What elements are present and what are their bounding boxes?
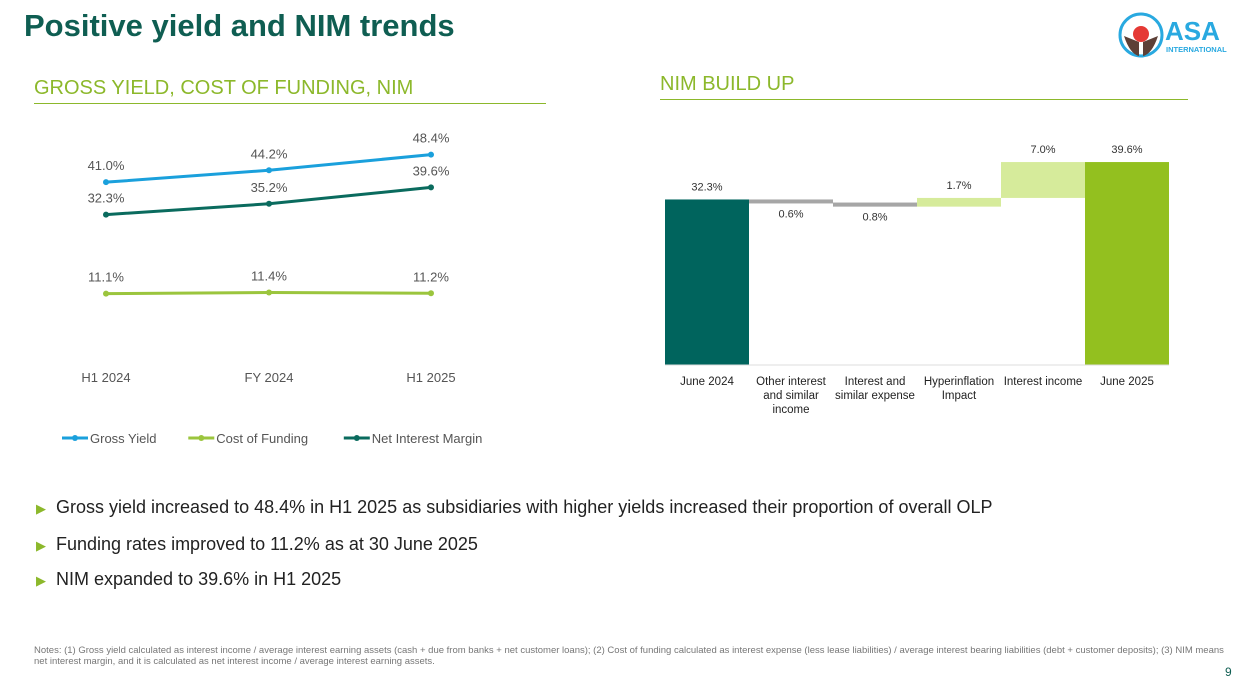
triangle-bullet-icon: ▶ <box>36 538 46 553</box>
footnotes: Notes: (1) Gross yield calculated as int… <box>34 645 1224 667</box>
svg-text:ASA: ASA <box>1165 16 1220 46</box>
data-label: 39.6% <box>1111 144 1142 156</box>
data-label: 35.2% <box>251 180 288 195</box>
asa-logo: ASA INTERNATIONAL <box>1118 12 1227 58</box>
data-label: 7.0% <box>1030 144 1055 156</box>
data-label: 41.0% <box>88 158 125 173</box>
data-point <box>103 179 109 186</box>
bullet-3: ▶ NIM expanded to 39.6% in H1 2025 <box>36 569 341 590</box>
data-label: 44.2% <box>251 146 288 161</box>
data-label: 11.1% <box>88 270 124 285</box>
data-label: 32.3% <box>691 181 722 193</box>
x-tick-label: similar expense <box>835 390 915 402</box>
legend-marker <box>72 435 78 441</box>
data-label: 39.6% <box>413 163 450 178</box>
bar-4 <box>1001 162 1085 198</box>
x-tick-label: Interest income <box>1004 376 1083 388</box>
data-label: 0.6% <box>778 208 803 220</box>
data-label: 11.4% <box>251 269 287 284</box>
data-label: 1.7% <box>946 180 971 192</box>
line-chart: 41.0% 44.2% 48.4% 11.1% 11.4% 11.2% 32.3% 35.2%… <box>62 131 483 446</box>
triangle-bullet-icon: ▶ <box>36 573 46 588</box>
chart-title-yield: GROSS YIELD, COST OF FUNDING, NIM <box>34 77 546 104</box>
bar-1 <box>749 199 833 204</box>
legend-label: Cost of Funding <box>216 431 308 446</box>
bullet-text: NIM expanded to 39.6% in H1 2025 <box>56 569 342 589</box>
chart-title-nim-build-up: NIM BUILD UP <box>660 73 1188 100</box>
x-tick-label: income <box>772 404 809 416</box>
x-tick-label: H1 2024 <box>81 370 130 385</box>
data-point <box>428 184 434 191</box>
legend-marker <box>198 435 205 441</box>
bar-0 <box>665 199 749 365</box>
data-point <box>103 211 109 218</box>
x-tick-label: Interest and <box>845 376 906 388</box>
data-point <box>103 290 109 297</box>
page-number: 9 <box>1225 665 1232 679</box>
page-title: Positive yield and NIM trends <box>24 8 455 43</box>
bullet-1: ▶ Gross yield increased to 48.4% in H1 20… <box>36 497 993 518</box>
legend-label: Gross Yield <box>90 431 156 446</box>
bar-3 <box>917 197 1001 207</box>
data-label: 32.3% <box>88 191 125 206</box>
x-tick-label: June 2025 <box>1100 376 1154 388</box>
data-point <box>428 151 434 158</box>
x-tick-label: H1 2025 <box>406 370 455 385</box>
legend-marker <box>353 435 360 441</box>
data-label: 0.8% <box>862 212 887 224</box>
data-point <box>266 289 272 296</box>
bullet-text: Gross yield increased to 48.4% in H1 202… <box>56 497 993 517</box>
legend-label: Net Interest Margin <box>372 431 483 446</box>
x-tick-label: June 2024 <box>680 376 734 388</box>
triangle-bullet-icon: ▶ <box>36 501 46 516</box>
x-tick-label: Impact <box>942 390 977 402</box>
x-tick-label: FY 2024 <box>245 370 294 385</box>
svg-text:INTERNATIONAL: INTERNATIONAL <box>1166 45 1227 54</box>
x-tick-label: and similar <box>763 390 819 402</box>
bar-5 <box>1085 162 1169 365</box>
data-point <box>266 200 272 207</box>
bar-2 <box>833 202 917 207</box>
data-label: 11.2% <box>413 269 449 284</box>
data-point <box>266 167 272 174</box>
data-point <box>428 290 434 297</box>
x-tick-label: Other interest <box>756 376 826 388</box>
bullet-text: Funding rates improved to 11.2% as at 30… <box>56 534 478 554</box>
waterfall-chart: 32.3% June 2024 0.6% Other interest and simi… <box>665 144 1169 416</box>
bullet-2: ▶ Funding rates improved to 11.2% as at 3… <box>36 534 478 555</box>
data-label: 48.4% <box>413 131 450 146</box>
x-tick-label: Hyperinflation <box>924 376 994 388</box>
